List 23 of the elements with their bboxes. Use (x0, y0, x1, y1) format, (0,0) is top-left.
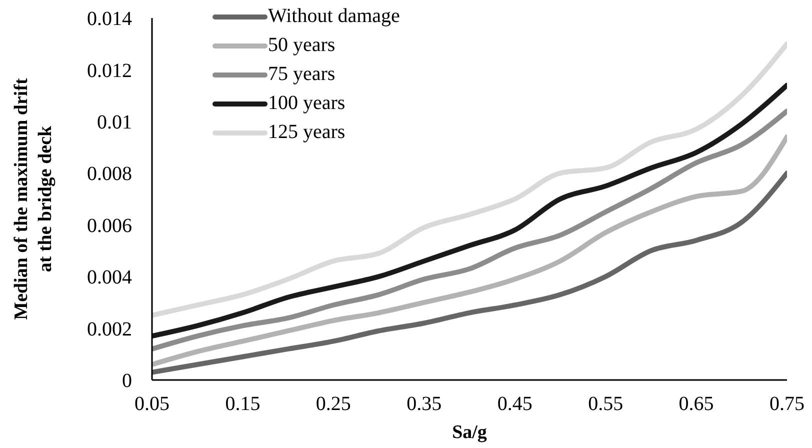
x-axis-title: Sa/g (452, 422, 488, 443)
x-tick-label: 0.45 (497, 393, 532, 416)
y-tick-label: 0.012 (87, 60, 132, 82)
legend-label: 75 years (268, 63, 336, 86)
x-tick-label: 0.05 (134, 393, 170, 416)
x-tick-label: 0.35 (406, 393, 442, 416)
y-tick-label: 0.01 (97, 112, 132, 134)
y-tick-label: 0.004 (87, 266, 132, 289)
x-tick-label: 0.75 (770, 393, 804, 416)
x-tick-label: 0.15 (225, 393, 260, 416)
legend-label: 50 years (268, 34, 336, 57)
y-tick-label: 0.014 (87, 8, 132, 30)
y-tick-label: 0.002 (87, 318, 132, 340)
y-tick-label: 0 (122, 370, 132, 392)
legend-label: 125 years (268, 121, 346, 144)
y-axis-title: Median of the maximum drift at the bridge deck (11, 77, 56, 320)
y-tick-label: 0.006 (87, 214, 132, 237)
y-tick-label: 0.008 (87, 163, 132, 186)
legend-label: Without damage (268, 5, 400, 28)
x-tick-label: 0.65 (678, 393, 714, 416)
legend-label: 100 years (268, 92, 346, 115)
x-tick-label: 0.25 (316, 393, 351, 416)
x-tick-label: 0.55 (588, 393, 624, 416)
